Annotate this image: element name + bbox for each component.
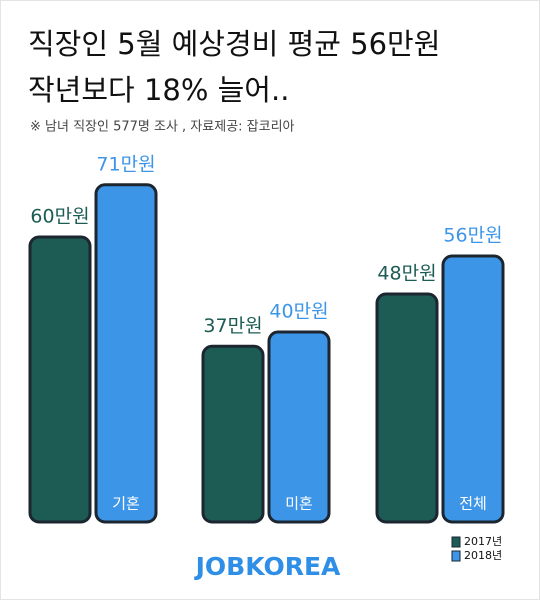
category-label: 기혼 (112, 495, 140, 513)
value-label: 37만원 (203, 315, 262, 337)
bar (28, 235, 92, 524)
value-label: 40만원 (269, 301, 328, 323)
bar (94, 183, 158, 524)
brand-logo: JOBKOREA (194, 552, 341, 581)
legend-swatch (451, 536, 461, 548)
chart-title: 직장인 5월 예상경비 평균 56만원 (28, 27, 440, 61)
legend-swatch (451, 550, 461, 562)
chart-note: ※ 남녀 직장인 577명 조사 , 자료제공: 잡코리아 (30, 120, 295, 135)
value-label: 60만원 (30, 206, 89, 228)
value-label: 48만원 (377, 263, 436, 285)
category-label: 전체 (459, 495, 487, 513)
bar (267, 330, 331, 524)
category-label: 미혼 (285, 495, 313, 513)
bar (441, 254, 505, 524)
bar (201, 344, 265, 524)
legend-label: 2018년 (464, 549, 502, 562)
legend-label: 2017년 (464, 535, 502, 548)
bar (375, 292, 439, 524)
value-label: 71만원 (96, 153, 155, 175)
value-label: 56만원 (443, 225, 502, 247)
chart-subtitle: 작년보다 18% 늘어.. (28, 73, 289, 107)
